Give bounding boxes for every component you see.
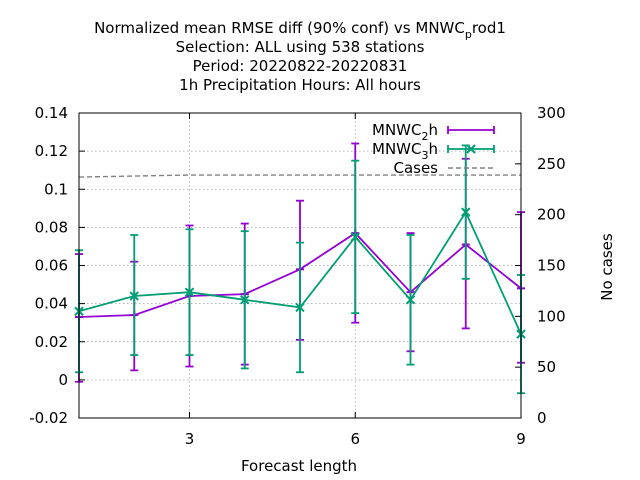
data-point-1-6 xyxy=(405,295,416,305)
marker-x-b xyxy=(129,291,139,301)
legend-label-cases: Cases xyxy=(393,159,438,177)
marker-x-b xyxy=(405,295,416,305)
title-line-4: 1h Precipitation Hours: All hours xyxy=(179,76,421,94)
axes-ticks: -0.02 0 0.02 0.04 0.06 0.08 0.1 0.12 0.14 0 50 100 1… xyxy=(29,104,565,448)
y2-tick-label-0: 0 xyxy=(537,409,547,427)
cases-layer xyxy=(78,174,521,178)
legend-marker-x-b xyxy=(466,144,476,154)
legend-label-mnwc-2h: MNWC2h xyxy=(372,121,438,143)
x-tick-label-0: 3 xyxy=(185,430,195,448)
title-line-2: Selection: ALL using 538 stations xyxy=(176,38,425,56)
y-tick-label-2: 0.02 xyxy=(35,333,68,351)
cases-line xyxy=(78,174,521,178)
y-tick-label-5: 0.08 xyxy=(35,218,68,236)
marker-x-b xyxy=(240,295,250,305)
y-tick-label-7: 0.12 xyxy=(35,142,68,160)
x-tick-label-2: 9 xyxy=(516,430,526,448)
data-point-1-3 xyxy=(240,295,250,305)
x-tick-label-1: 6 xyxy=(350,430,360,448)
y2-axis-title: No cases xyxy=(598,233,616,301)
y2-tick-label-3: 150 xyxy=(537,257,566,275)
series-mnwc-3h xyxy=(74,144,526,395)
marker-x-b xyxy=(184,287,195,297)
y2-tick-label-1: 50 xyxy=(537,358,556,376)
chart-title: Normalized mean RMSE diff (90% conf) vs … xyxy=(94,19,506,94)
legend-label-mnwc-3h: MNWC3h xyxy=(372,140,438,162)
y2-tick-label-4: 200 xyxy=(537,206,566,224)
y-tick-label-1: 0 xyxy=(58,371,68,389)
y2-tick-label-2: 100 xyxy=(537,307,566,325)
series-layer xyxy=(74,142,526,395)
data-point-1-5 xyxy=(350,232,360,242)
x-axis-title: Forecast length xyxy=(241,457,357,475)
y2-tick-label-6: 300 xyxy=(537,104,566,122)
y-tick-label-0: -0.02 xyxy=(29,409,68,427)
title-line-1: Normalized mean RMSE diff (90% conf) vs … xyxy=(94,19,506,41)
data-point-1-2 xyxy=(184,287,195,297)
title-line-3: Period: 20220822-20220831 xyxy=(193,57,408,75)
marker-x-b xyxy=(350,232,360,242)
y-tick-label-6: 0.1 xyxy=(44,180,68,198)
data-point-1-4 xyxy=(295,302,305,313)
legend-swatch-0 xyxy=(447,126,495,134)
data-point-1-1 xyxy=(129,291,139,301)
y-tick-label-3: 0.04 xyxy=(35,295,68,313)
marker-x-b xyxy=(295,302,305,313)
marker-x-b xyxy=(461,207,471,217)
y-tick-label-8: 0.14 xyxy=(35,104,68,122)
data-point-1-7 xyxy=(461,207,471,217)
y-tick-label-4: 0.06 xyxy=(35,257,68,275)
y2-tick-label-5: 250 xyxy=(537,155,566,173)
legend-swatch-1 xyxy=(447,144,495,154)
